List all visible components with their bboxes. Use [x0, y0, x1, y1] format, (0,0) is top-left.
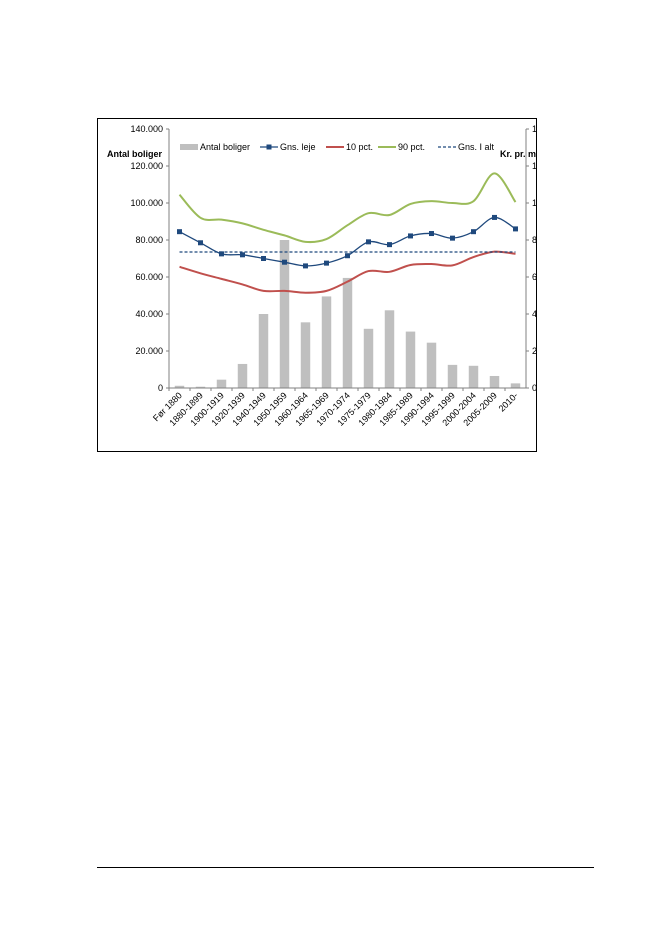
left-tick-label: 80.000 [135, 235, 163, 245]
right-tick-label: 600 [532, 272, 536, 282]
point-marker [261, 256, 266, 261]
point-marker [492, 214, 497, 220]
point-marker [408, 233, 413, 239]
point-marker [450, 235, 455, 241]
point-marker [345, 253, 350, 259]
legend-item: 10 pct. [326, 142, 373, 152]
bar [426, 342, 437, 388]
point-marker [387, 242, 392, 248]
legend-label: Gns. I alt [458, 142, 495, 152]
x-tick-label: 2010- [497, 390, 520, 413]
right-tick-label: 1.000 [532, 198, 536, 208]
legend-label: Antal boliger [200, 142, 250, 152]
bar [321, 296, 332, 388]
bar [384, 310, 395, 388]
bar [468, 365, 479, 388]
point-marker [240, 252, 245, 258]
bar [258, 314, 269, 388]
right-tick-label: 200 [532, 346, 536, 356]
right-axis-title: Kr. pr. m² [500, 149, 536, 159]
point-marker [282, 259, 287, 265]
legend-item: Gns. leje [260, 142, 316, 152]
right-tick-label: 400 [532, 309, 536, 319]
bar [342, 277, 353, 388]
bar [300, 322, 311, 388]
point-marker [429, 231, 434, 237]
legend-swatch [180, 144, 198, 150]
legend-label: Gns. leje [280, 142, 316, 152]
bar [174, 385, 185, 388]
legend: Antal boliger Gns. leje 10 pct. 90 pct. Gns.… [180, 142, 495, 152]
right-tick-label: 1.400 [532, 124, 536, 134]
right-tick-label: 800 [532, 235, 536, 245]
bar [489, 375, 500, 388]
bar [237, 363, 248, 388]
chart-frame: 0 20.000 40.000 60.000 80.000 100.000 120.000 1… [97, 118, 537, 452]
series-line-10-pct [179, 250, 516, 294]
left-tick-label: 120.000 [130, 161, 163, 171]
footer-rule [97, 867, 594, 868]
bar [405, 331, 416, 388]
bar [279, 240, 290, 388]
point-marker [366, 239, 371, 245]
left-tick-label: 0 [158, 383, 163, 393]
bar [195, 386, 206, 388]
bar [216, 379, 227, 388]
left-tick-label: 100.000 [130, 198, 163, 208]
bar [510, 383, 521, 388]
left-tick-label: 40.000 [135, 309, 163, 319]
point-marker [177, 229, 182, 235]
point-marker [513, 226, 518, 232]
left-tick-label: 140.000 [130, 124, 163, 134]
bar [363, 328, 374, 388]
legend-item: Antal boliger [180, 142, 250, 152]
bar [447, 364, 458, 388]
point-marker [219, 251, 224, 257]
legend-item: Gns. I alt [438, 142, 495, 152]
legend-item: 90 pct. [378, 142, 425, 152]
point-marker [303, 263, 308, 269]
legend-label: 10 pct. [346, 142, 373, 152]
legend-marker [266, 144, 272, 150]
chart-svg: 0 20.000 40.000 60.000 80.000 100.000 120.000 1… [107, 124, 536, 428]
point-marker [471, 229, 476, 235]
series-line-90-pct [178, 172, 517, 244]
legend-label: 90 pct. [398, 142, 425, 152]
right-tick-label: 0 [532, 383, 536, 393]
point-marker [324, 260, 329, 266]
left-tick-label: 60.000 [135, 272, 163, 282]
point-marker [198, 240, 203, 246]
left-tick-label: 20.000 [135, 346, 163, 356]
right-tick-label: 1.200 [532, 161, 536, 171]
left-axis-title: Antal boliger [107, 149, 162, 159]
